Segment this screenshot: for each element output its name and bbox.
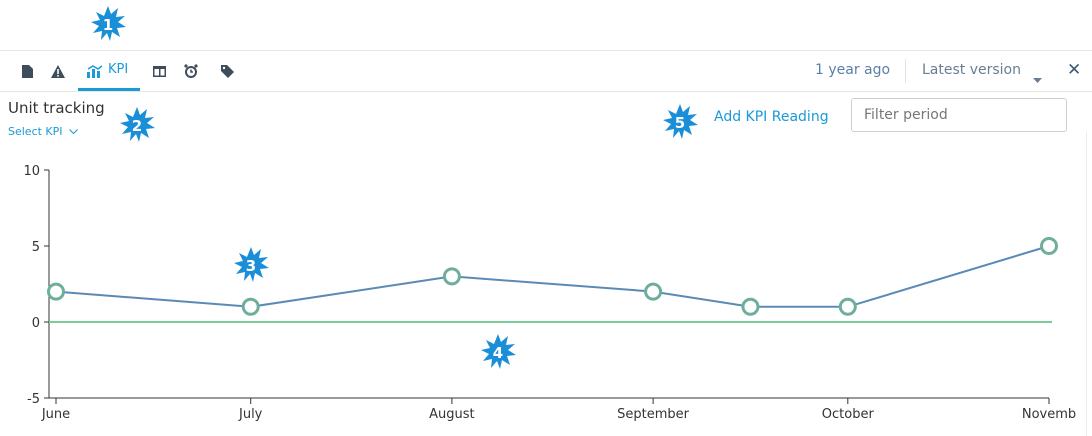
- x-tick-label: June: [41, 407, 70, 422]
- chevron-down-icon: [69, 129, 78, 135]
- splash-icon: [91, 6, 126, 41]
- splash-icon: [663, 104, 698, 139]
- version-dropdown[interactable]: Latest version: [922, 62, 1021, 78]
- data-point: [47, 282, 65, 301]
- chevron-down-icon[interactable]: [1033, 69, 1042, 88]
- data-point: [241, 297, 260, 316]
- annotation-number: 1: [102, 16, 114, 34]
- select-kpi-label: Select KPI: [8, 125, 63, 138]
- tag-icon[interactable]: [218, 62, 236, 80]
- x-tick-label: September: [617, 407, 690, 422]
- filter-period-input[interactable]: [851, 98, 1067, 132]
- y-tick-label: 10: [23, 164, 40, 179]
- annotation-badge-3: 3: [229, 244, 273, 288]
- kpi-chart-icon: [86, 62, 104, 80]
- data-point: [644, 282, 663, 301]
- data-point: [741, 297, 760, 316]
- annotation-number: 3: [245, 257, 257, 275]
- annotation-number: 4: [492, 344, 504, 362]
- splash-icon: [481, 334, 516, 369]
- y-tick-label: 0: [32, 316, 40, 331]
- x-tick-label: August: [429, 407, 475, 422]
- x-tick-label: July: [238, 407, 263, 422]
- splash-icon: [120, 107, 155, 142]
- annotation-badge-4: 4: [476, 331, 520, 375]
- alarm-icon[interactable]: [182, 62, 200, 80]
- data-point: [442, 267, 461, 286]
- y-tick-label: -5: [27, 392, 40, 407]
- tab-kpi[interactable]: KPI: [78, 51, 140, 91]
- tab-kpi-label: KPI: [108, 62, 129, 77]
- annotation-number: 2: [131, 117, 143, 135]
- x-tick-label: Novemb: [1022, 407, 1076, 422]
- annotation-badge-5: 5: [658, 101, 702, 145]
- select-kpi-dropdown[interactable]: Select KPI: [8, 125, 78, 138]
- data-point: [838, 297, 857, 316]
- x-tick-label: October: [822, 407, 875, 422]
- y-tick-label: 5: [32, 240, 40, 255]
- panel-border: [1086, 132, 1087, 436]
- add-kpi-reading-link[interactable]: Add KPI Reading: [714, 109, 829, 125]
- annotation-badge-2: 2: [115, 104, 159, 148]
- series-line: [55, 245, 1050, 308]
- annotation-number: 5: [674, 114, 686, 132]
- kpi-title: Unit tracking: [8, 99, 105, 117]
- table-icon[interactable]: [150, 62, 168, 80]
- warning-icon[interactable]: [49, 62, 67, 80]
- data-point: [1040, 237, 1058, 255]
- document-icon[interactable]: [18, 62, 36, 80]
- timestamp: 1 year ago: [815, 62, 891, 78]
- splash-icon: [234, 247, 269, 282]
- close-icon[interactable]: ✕: [1067, 60, 1082, 80]
- toolbar: KPI 1 year ago Latest version ✕: [0, 50, 1092, 92]
- annotation-badge-1: 1: [86, 3, 130, 47]
- divider: [905, 59, 906, 83]
